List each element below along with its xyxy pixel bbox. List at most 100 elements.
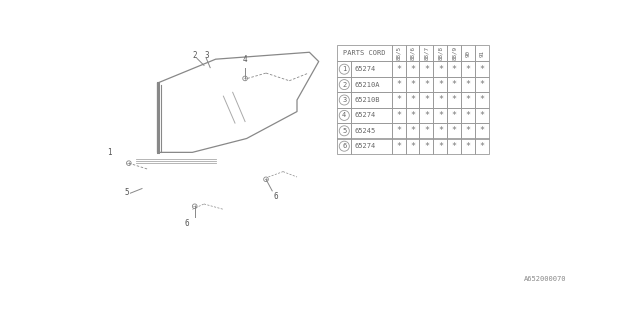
Text: *: * <box>438 111 443 120</box>
Text: *: * <box>466 80 471 89</box>
Bar <box>392 61 406 77</box>
Text: A652000070: A652000070 <box>524 276 566 282</box>
Text: *: * <box>410 111 415 120</box>
Bar <box>447 123 461 139</box>
Bar <box>447 139 461 154</box>
Text: 6: 6 <box>184 219 189 228</box>
Bar <box>433 108 447 123</box>
Text: *: * <box>452 142 457 151</box>
Text: *: * <box>396 65 401 74</box>
Text: 6: 6 <box>342 143 346 149</box>
Bar <box>461 123 476 139</box>
Text: *: * <box>480 142 484 151</box>
Bar <box>406 92 419 108</box>
Bar <box>419 44 433 61</box>
Text: *: * <box>438 80 443 89</box>
Text: *: * <box>452 95 457 105</box>
Bar <box>392 108 406 123</box>
Bar <box>419 139 433 154</box>
Bar <box>476 92 489 108</box>
Bar <box>419 123 433 139</box>
Text: 91: 91 <box>480 50 484 57</box>
Text: *: * <box>424 65 429 74</box>
Bar <box>461 108 476 123</box>
Text: *: * <box>466 95 471 105</box>
Bar <box>406 44 419 61</box>
Text: 65210B: 65210B <box>355 97 380 103</box>
Bar <box>337 123 351 139</box>
Bar <box>476 61 489 77</box>
Text: *: * <box>466 111 471 120</box>
Text: 88/5: 88/5 <box>396 46 401 60</box>
Text: *: * <box>410 95 415 105</box>
Bar <box>461 77 476 92</box>
Bar <box>406 139 419 154</box>
Text: *: * <box>396 142 401 151</box>
Bar <box>447 92 461 108</box>
Text: *: * <box>410 126 415 135</box>
Text: 3: 3 <box>204 51 209 60</box>
Text: 4: 4 <box>243 55 248 64</box>
Text: *: * <box>410 65 415 74</box>
Text: 5: 5 <box>124 188 129 197</box>
Text: *: * <box>438 142 443 151</box>
Text: *: * <box>438 95 443 105</box>
Bar <box>351 77 392 92</box>
Text: 2: 2 <box>342 82 346 88</box>
Bar <box>337 61 351 77</box>
Bar <box>433 92 447 108</box>
Text: *: * <box>466 126 471 135</box>
Text: *: * <box>480 111 484 120</box>
Text: 90: 90 <box>466 50 471 57</box>
Text: 88/6: 88/6 <box>410 46 415 60</box>
Text: *: * <box>396 95 401 105</box>
Bar <box>351 61 392 77</box>
Bar <box>392 92 406 108</box>
Bar <box>447 44 461 61</box>
Text: *: * <box>466 142 471 151</box>
Text: 65245: 65245 <box>355 128 376 134</box>
Bar <box>433 44 447 61</box>
Bar <box>447 61 461 77</box>
Bar <box>433 139 447 154</box>
Text: 88/9: 88/9 <box>452 46 457 60</box>
Text: *: * <box>452 65 457 74</box>
Bar <box>476 108 489 123</box>
Bar <box>433 123 447 139</box>
Bar <box>351 123 392 139</box>
Bar <box>476 123 489 139</box>
Text: *: * <box>424 142 429 151</box>
Text: *: * <box>452 80 457 89</box>
Text: *: * <box>452 111 457 120</box>
Text: 65274: 65274 <box>355 112 376 118</box>
Text: 1: 1 <box>107 148 112 157</box>
Bar <box>461 61 476 77</box>
Bar <box>476 44 489 61</box>
Text: *: * <box>438 126 443 135</box>
Text: 3: 3 <box>342 97 346 103</box>
Bar <box>337 77 351 92</box>
Text: *: * <box>480 126 484 135</box>
Bar <box>461 44 476 61</box>
Text: 6: 6 <box>274 192 278 201</box>
Bar <box>447 77 461 92</box>
Text: *: * <box>424 80 429 89</box>
Text: *: * <box>438 65 443 74</box>
Bar <box>337 92 351 108</box>
Text: *: * <box>424 126 429 135</box>
Bar <box>351 108 392 123</box>
Text: 88/8: 88/8 <box>438 46 443 60</box>
Bar <box>406 61 419 77</box>
Bar <box>392 123 406 139</box>
Text: *: * <box>480 65 484 74</box>
Bar <box>476 139 489 154</box>
Bar <box>337 44 392 61</box>
Bar <box>392 139 406 154</box>
Bar <box>406 123 419 139</box>
Bar <box>433 61 447 77</box>
Bar <box>392 44 406 61</box>
Text: *: * <box>396 80 401 89</box>
Text: 65274: 65274 <box>355 143 376 149</box>
Bar <box>419 77 433 92</box>
Text: *: * <box>424 111 429 120</box>
